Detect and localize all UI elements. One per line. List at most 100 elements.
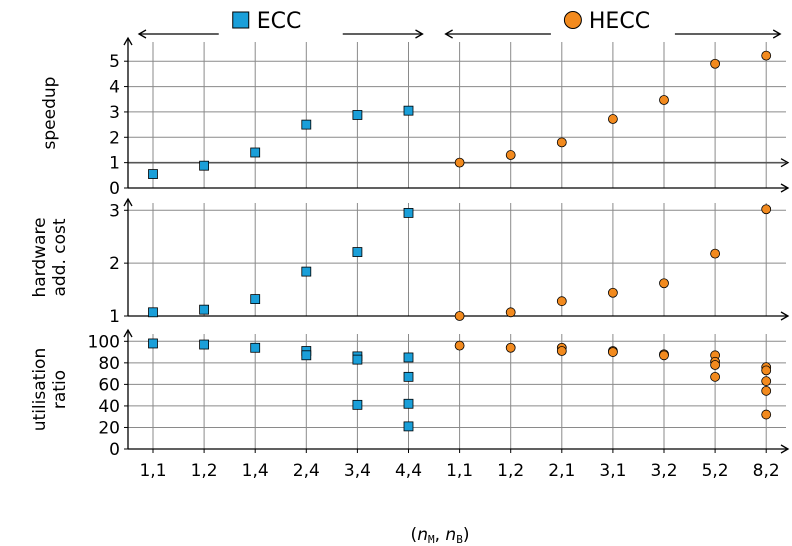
hecc-legend-label: HECC	[589, 9, 650, 34]
panel-3-y-axis-arrow	[123, 328, 133, 338]
panel-2-hecc-point-4	[608, 287, 618, 298]
panel-2-y-label-line-1: hardware	[30, 217, 50, 297]
panel-1-ecc-point-5	[352, 110, 363, 120]
panel-2-hecc-point-3	[556, 296, 567, 307]
panel-2-ytick-label-3: 3	[109, 201, 120, 221]
panel-3-ytick-label-3: 40	[98, 397, 120, 417]
panel-2-hecc-point-7	[761, 204, 772, 215]
panel-1-y-axis-arrow	[123, 36, 133, 46]
panel-3-hecc-point-2	[505, 342, 516, 353]
panel-2-hecc-point-2	[505, 307, 516, 318]
panel-1-ytick-label-1: 0	[109, 179, 120, 199]
panel-3-hecc-point-6	[608, 347, 618, 357]
x-axis-label: (nM, nB)	[411, 525, 470, 546]
panel-1-x-axis-arrow	[780, 183, 790, 193]
panel-1-ytick-label-4: 3	[109, 103, 120, 123]
panel-1-ecc-point-6	[403, 105, 414, 116]
panel-3-ecc-point-3	[250, 342, 261, 353]
x-tick-label-3: 1,4	[242, 461, 269, 481]
panel-1-hecc-point-1	[454, 157, 465, 168]
panel-3-ecc-point-12	[403, 421, 414, 432]
x-tick-label-6: 4,4	[395, 461, 422, 481]
panel-1-hecc-point-7	[761, 50, 772, 61]
x-tick-label-8: 1,2	[497, 461, 524, 481]
panel-3-ecc-point-8	[352, 399, 363, 410]
panel-1-ytick-label-6: 5	[109, 52, 120, 72]
panel-3-ytick-label-6: 100	[88, 332, 120, 352]
panel-2-ecc-point-3	[250, 294, 261, 304]
hecc-legend-marker	[563, 11, 582, 29]
panel-1-reference-arrow	[780, 158, 790, 168]
panel-1-hecc-point-3	[556, 137, 567, 148]
panel-1-ecc-point-1	[148, 169, 158, 179]
panel-2-hecc-point-1	[454, 311, 465, 321]
panel-1-ecc-point-3	[250, 147, 261, 158]
panel-3-ecc-point-11	[403, 398, 414, 409]
panel-2-ecc-point-5	[352, 247, 363, 257]
panel-1-hecc-point-4	[608, 114, 618, 124]
x-tick-label-1: 1,1	[139, 461, 166, 481]
ecc-legend-label: ECC	[257, 9, 302, 34]
panel-3-ecc-point-1	[148, 338, 158, 349]
panel-3-ytick-label-5: 80	[98, 354, 120, 374]
x-tick-label-11: 3,2	[650, 461, 677, 481]
panel-3-hecc-point-11	[710, 360, 720, 370]
panel-1-ytick-label-5: 4	[109, 78, 120, 98]
panel-2-x-axis-arrow	[780, 311, 790, 321]
marks-layer	[148, 11, 772, 432]
panel-2-hecc-point-6	[710, 248, 720, 259]
panel-3-hecc-point-12	[710, 371, 720, 382]
x-tick-label-13: 8,2	[753, 461, 780, 481]
panel-2-ytick-label-1: 1	[109, 307, 120, 327]
panel-3-ytick-label-2: 20	[98, 418, 120, 438]
ecc-legend-marker	[232, 11, 250, 29]
x-tick-label-9: 2,1	[548, 461, 575, 481]
panel-1-hecc-point-2	[505, 150, 516, 160]
x-tick-label-2: 1,2	[191, 461, 218, 481]
panel-3-hecc-point-17	[761, 409, 772, 420]
panel-3-ecc-point-10	[403, 371, 414, 382]
panel-3-hecc-point-1	[454, 340, 465, 351]
hecc-range-arrow-right	[772, 29, 782, 39]
panel-3-hecc-point-15	[761, 376, 772, 387]
panel-3-ecc-point-2	[199, 339, 210, 350]
panel-1-ytick-label-2: 1	[109, 154, 120, 174]
panel-3-ytick-label-4: 60	[98, 375, 120, 395]
panel-3-ecc-point-9	[403, 352, 414, 363]
ecc-range-arrow-left	[137, 29, 147, 39]
panel-2-ecc-point-6	[403, 208, 414, 218]
panel-3-ecc-point-5	[301, 350, 312, 361]
panel-1-ecc-point-4	[301, 119, 312, 130]
panel-3-hecc-point-14	[761, 365, 772, 376]
x-tick-label-10: 3,1	[599, 461, 626, 481]
grid-layer	[128, 42, 786, 449]
panel-1-ytick-label-3: 2	[109, 128, 120, 148]
panel-1-ecc-point-2	[199, 160, 210, 171]
panel-3-x-axis-arrow	[780, 444, 790, 454]
x-tick-label-12: 5,2	[702, 461, 729, 481]
panel-3-y-label-line-1: utilisation	[30, 348, 50, 431]
axes-layer	[123, 6, 790, 454]
panel-2-ecc-point-1	[148, 307, 158, 318]
panel-1-hecc-point-5	[659, 95, 669, 105]
panel-1-y-label-line-1: speedup	[40, 77, 60, 150]
panel-3-hecc-point-8	[659, 350, 669, 361]
panel-3-y-label-line-2: ratio	[50, 370, 70, 409]
x-tick-label-4: 2,4	[293, 461, 320, 481]
panel-2-hecc-point-5	[659, 278, 669, 289]
panel-2-ytick-label-2: 2	[109, 254, 120, 274]
hecc-range-arrow-left	[444, 29, 453, 39]
panel-3-ytick-label-1: 0	[109, 440, 120, 460]
panel-3-hecc-point-4	[556, 346, 567, 356]
panel-2-y-axis-arrow	[123, 197, 133, 207]
panel-3-hecc-point-16	[761, 385, 772, 396]
ecc-range-arrow-right	[415, 29, 424, 39]
panel-2-ecc-point-2	[199, 304, 210, 315]
panel-3-ecc-point-7	[352, 354, 363, 365]
panel-2-y-label-line-2: add. cost	[50, 218, 70, 296]
panel-1-hecc-point-6	[710, 58, 720, 69]
panel-2-ecc-point-4	[301, 266, 312, 277]
x-tick-label-7: 1,1	[446, 461, 473, 481]
